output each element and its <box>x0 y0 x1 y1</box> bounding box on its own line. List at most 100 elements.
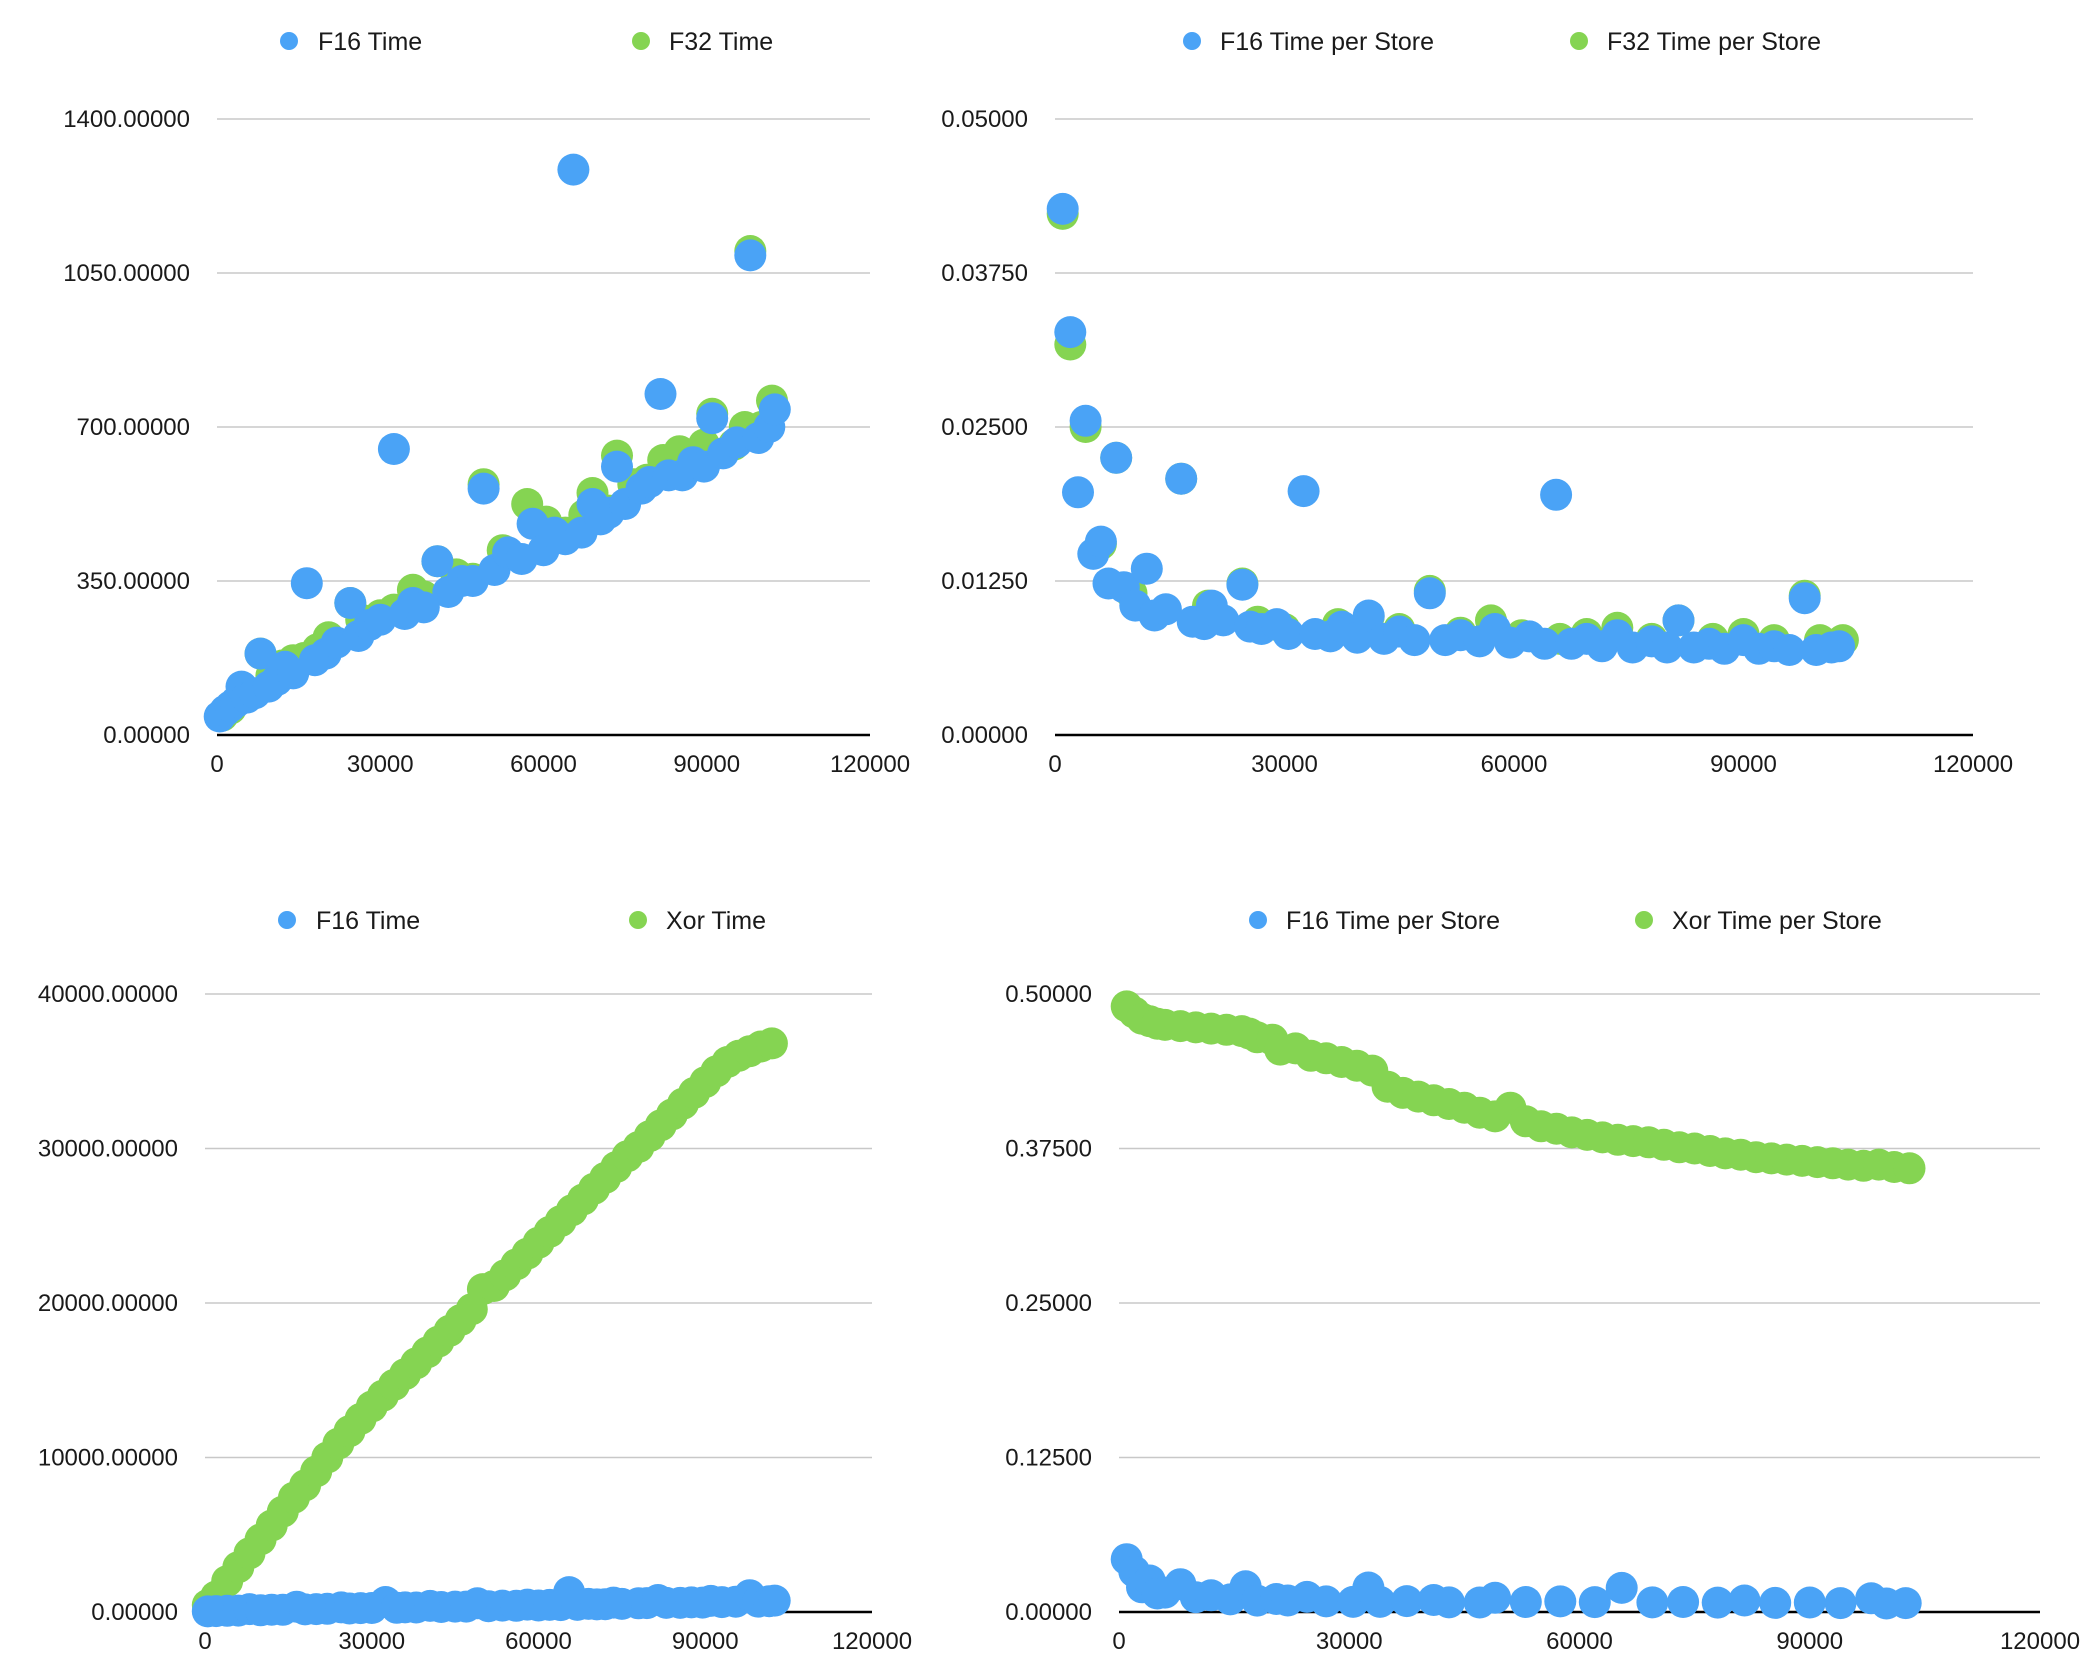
data-point <box>377 433 410 465</box>
data-point <box>1636 1586 1669 1619</box>
data-point <box>1398 624 1431 657</box>
data-point <box>1728 1584 1761 1617</box>
data-point <box>1413 577 1446 610</box>
data-point <box>364 603 397 636</box>
y-tick-label: 20000.00000 <box>38 1290 178 1317</box>
y-tick-label: 0.12500 <box>1005 1445 1092 1472</box>
y-tick-label: 0.05000 <box>941 106 1028 133</box>
data-point <box>1100 441 1133 474</box>
data-point <box>1165 462 1198 495</box>
data-point <box>1540 478 1573 511</box>
legend-marker-f16 <box>1183 32 1201 50</box>
y-tick-label: 30000.00000 <box>38 1136 178 1163</box>
x-tick-label: 0 <box>1112 1628 1125 1655</box>
data-point <box>1390 1585 1423 1618</box>
x-tick-label: 120000 <box>2000 1628 2080 1655</box>
data-point <box>1046 192 1079 225</box>
y-tick-label: 0.00000 <box>1005 1599 1092 1626</box>
series-f16-time-per-store <box>1046 192 1856 666</box>
data-point <box>696 402 729 435</box>
data-point <box>1578 1586 1611 1619</box>
y-tick-label: 0.00000 <box>103 722 190 749</box>
legend-label-f16: F16 Time per Store <box>1220 28 1434 56</box>
legend-label-xor: Xor Time <box>666 907 766 935</box>
data-point <box>1759 1586 1792 1619</box>
x-tick-label: 90000 <box>673 751 740 778</box>
y-tick-label: 0.02500 <box>941 414 1028 441</box>
x-tick-label: 30000 <box>338 1628 405 1655</box>
data-point <box>244 637 277 670</box>
x-tick-label: 30000 <box>347 751 414 778</box>
legend-marker-f16 <box>278 911 296 929</box>
data-point <box>1824 1587 1857 1620</box>
data-point <box>601 450 633 483</box>
data-point <box>1788 582 1821 615</box>
y-tick-label: 1400.00000 <box>63 106 190 133</box>
data-point <box>1793 1586 1826 1619</box>
legend-label-f16: F16 Time <box>316 907 420 935</box>
data-point <box>467 472 500 505</box>
data-point <box>1651 631 1683 664</box>
y-tick-label: 10000.00000 <box>38 1445 178 1472</box>
y-tick-label: 0.25000 <box>1005 1290 1092 1317</box>
data-point <box>1352 599 1385 632</box>
data-point <box>1773 634 1806 666</box>
chart-bottom-left: F16 Time Xor Time 0.00000 10000.00000 2000… <box>38 907 912 1655</box>
legend-marker-f16 <box>280 32 298 50</box>
y-tick-label: 700.00000 <box>77 414 190 441</box>
data-point <box>557 153 590 186</box>
legend-marker-xor <box>629 911 647 929</box>
data-point <box>1084 525 1117 558</box>
legend: F16 Time per Store Xor Time per Store <box>1249 907 1882 935</box>
series-f16-time <box>203 153 791 733</box>
data-point <box>1054 316 1087 349</box>
x-tick-label: 60000 <box>510 751 577 778</box>
series-xor-time <box>191 1027 788 1621</box>
data-point <box>755 1027 788 1060</box>
x-tick-label: 60000 <box>505 1628 572 1655</box>
data-point <box>1893 1152 1926 1185</box>
data-point <box>1287 475 1320 508</box>
x-tick-label: 0 <box>1048 751 1061 778</box>
legend-label-f32: F32 Time per Store <box>1607 28 1821 56</box>
legend: F16 Time per Store F32 Time per Store <box>1183 28 1821 56</box>
legend-marker-f32 <box>1570 32 1588 50</box>
chart-top-right: F16 Time per Store F32 Time per Store 0.… <box>941 28 2013 778</box>
y-tick-label: 0.01250 <box>941 568 1028 595</box>
x-tick-label: 120000 <box>832 1628 912 1655</box>
y-tick-label: 40000.00000 <box>38 981 178 1008</box>
data-point <box>407 591 440 624</box>
x-tick-label: 60000 <box>1481 751 1548 778</box>
y-tick-label: 0.00000 <box>91 1599 178 1626</box>
y-tick-label: 0.50000 <box>1005 981 1092 1008</box>
legend-label-f16: F16 Time <box>318 28 422 56</box>
x-tick-label: 90000 <box>1776 1628 1843 1655</box>
x-tick-label: 30000 <box>1251 751 1318 778</box>
data-point <box>1544 1585 1577 1618</box>
legend-marker-xor <box>1635 911 1653 929</box>
series-xor-time-per-store <box>1110 990 1926 1185</box>
data-point <box>1605 1571 1638 1604</box>
legend: F16 Time Xor Time <box>278 907 766 935</box>
data-point <box>1149 593 1182 626</box>
data-point <box>1433 1586 1465 1619</box>
y-tick-label: 0.03750 <box>941 260 1028 287</box>
data-point <box>1272 618 1305 650</box>
series-f16-time <box>191 1576 791 1628</box>
data-point <box>1130 552 1163 585</box>
data-point <box>1207 604 1240 637</box>
series-f16-time-per-store <box>1110 1543 1922 1620</box>
x-tick-label: 0 <box>210 751 223 778</box>
legend-label-f16: F16 Time per Store <box>1286 907 1500 935</box>
data-point <box>334 587 367 619</box>
y-tick-label: 1050.00000 <box>63 260 190 287</box>
legend-marker-f32 <box>632 32 650 50</box>
x-tick-label: 90000 <box>672 1628 739 1655</box>
y-tick-label: 0.00000 <box>941 722 1028 749</box>
x-tick-label: 60000 <box>1546 1628 1613 1655</box>
legend-label-xor: Xor Time per Store <box>1672 907 1882 935</box>
data-point <box>1667 1586 1700 1618</box>
data-point <box>758 393 791 426</box>
data-point <box>734 239 767 272</box>
